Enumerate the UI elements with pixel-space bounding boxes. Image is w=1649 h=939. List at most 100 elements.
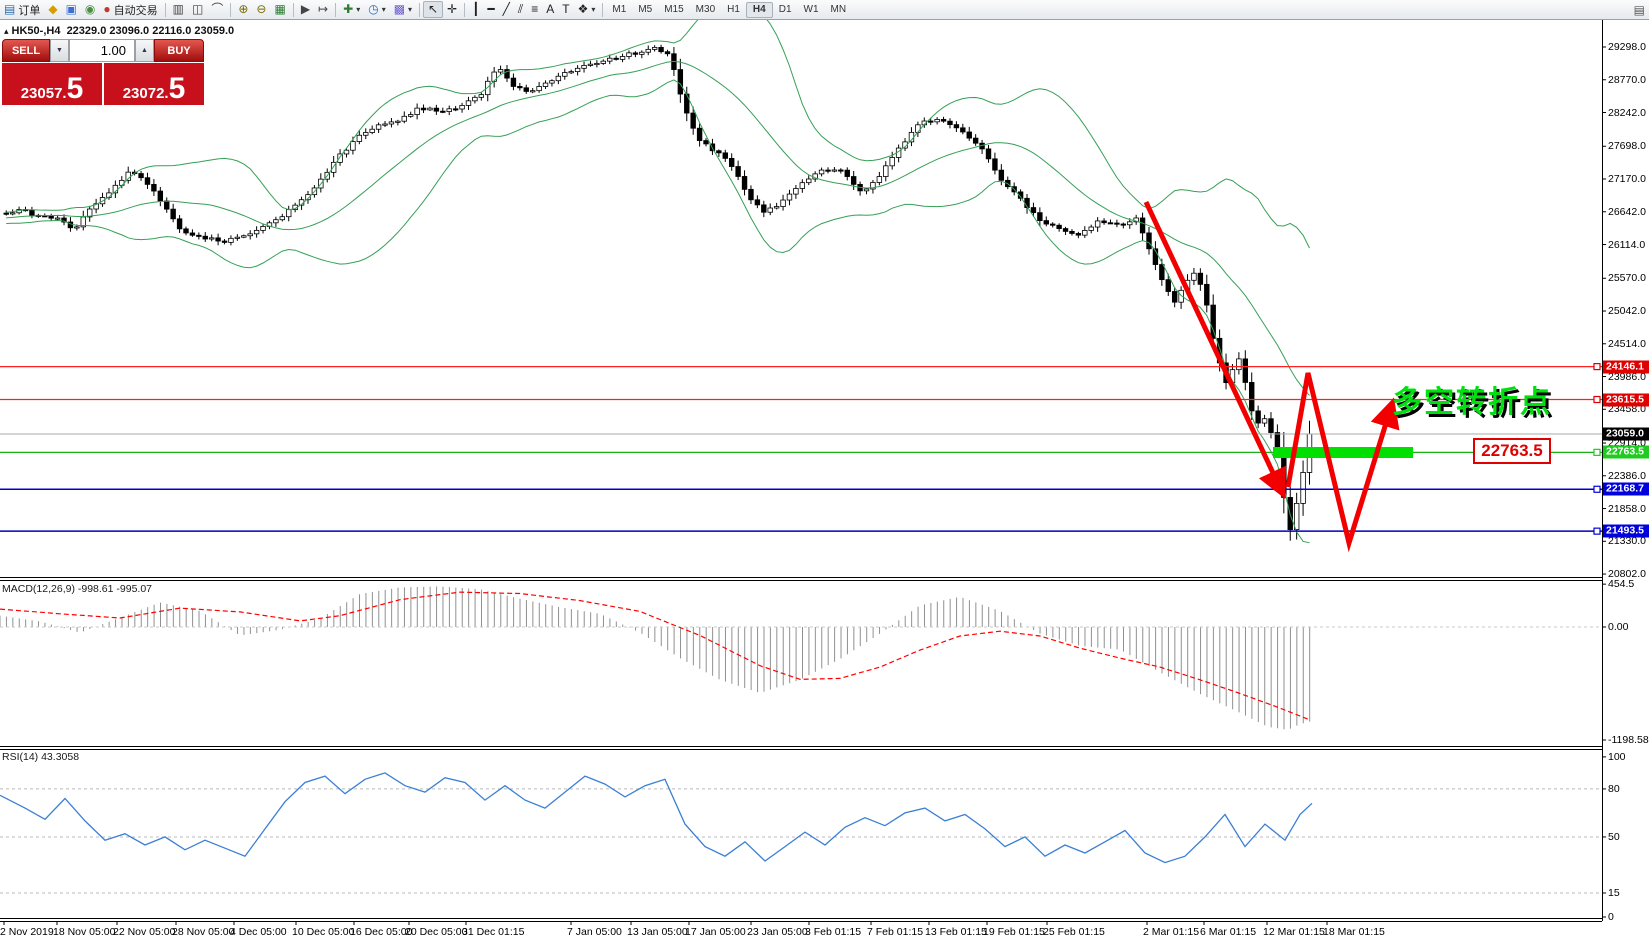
auto-scroll-icon: ▶: [300, 2, 311, 16]
timeframe-m15-button[interactable]: M15: [664, 4, 684, 15]
toolbar-separator: [164, 2, 166, 17]
horizontal-line-button[interactable]: ━: [483, 1, 498, 18]
zoom-in-icon: ⊕: [238, 2, 249, 16]
volume-decrease-button[interactable]: ▼: [50, 39, 69, 62]
shapes-icon: ❖: [577, 2, 589, 16]
timeframe-h1-button[interactable]: H1: [727, 4, 740, 15]
gold-symbol-icon[interactable]: ◆: [44, 1, 61, 18]
vertical-line-button[interactable]: ┃: [468, 1, 483, 18]
indicators-button[interactable]: ✚ ▾: [339, 1, 364, 18]
dropdown-caret-icon: ▾: [381, 5, 386, 14]
buy-price[interactable]: 23072. 5: [104, 63, 204, 105]
periods-icon: ◷: [368, 2, 379, 16]
new-order-button[interactable]: ▤ 订单: [0, 1, 44, 18]
macd-signal-line: [0, 591, 1311, 721]
buy-button[interactable]: BUY: [154, 39, 204, 62]
periods-button[interactable]: ◷ ▾: [364, 1, 390, 18]
tile-windows-button[interactable]: ▦: [270, 1, 289, 18]
text-icon: A: [546, 2, 555, 16]
zoom-out-button[interactable]: ⊖: [252, 1, 270, 18]
sell-price-big: 5: [66, 72, 84, 105]
zoom-out-icon: ⊖: [256, 2, 267, 16]
dropdown-caret-icon: ▾: [408, 5, 413, 14]
macd-histogram: [0, 586, 1311, 730]
new-order-button-label: 订单: [18, 4, 41, 17]
auto-scroll-button[interactable]: ▶: [297, 1, 314, 18]
candlestick-chart-button[interactable]: ◫: [188, 1, 207, 18]
volume-input[interactable]: 1.00: [69, 39, 135, 62]
cursor-button[interactable]: ↖: [423, 1, 444, 18]
toolbar-separator: [335, 2, 337, 17]
text-button[interactable]: A: [542, 1, 558, 18]
line-chart-button[interactable]: ⌒: [207, 1, 227, 18]
candlestick-chart-icon: ◫: [192, 2, 204, 16]
tile-windows-icon: ▦: [274, 2, 286, 16]
vertical-line-icon: ┃: [472, 2, 480, 16]
timeframe-d1-button[interactable]: D1: [778, 4, 792, 15]
dropdown-caret-icon: ▾: [591, 5, 596, 14]
line-chart-icon: ⌒: [211, 2, 224, 16]
trendline-button[interactable]: ╱: [499, 1, 514, 18]
channel-icon: ⫽: [517, 2, 524, 16]
timeframe-m1-button[interactable]: M1: [612, 4, 627, 15]
timeframe-m30-button[interactable]: M30: [695, 4, 716, 15]
bollinger-middle-band: [6, 60, 1310, 396]
toolbar-separator: [419, 2, 421, 17]
auto-trading-icon: ●: [103, 2, 111, 16]
bollinger-upper-band: [6, 3, 1310, 249]
auto-trading-button-label: 自动交易: [113, 4, 158, 17]
toolbar-separator: [602, 2, 604, 17]
support-zone-bar[interactable]: [1273, 447, 1413, 458]
auto-trading-button[interactable]: ● 自动交易: [99, 1, 161, 18]
crosshair-icon: ✛: [447, 2, 458, 16]
timeframe-h4-button[interactable]: H4: [745, 1, 773, 18]
fibonacci-icon: ≡: [531, 2, 539, 16]
terminal-icon[interactable]: ▣: [62, 1, 81, 18]
zoom-in-button[interactable]: ⊕: [234, 1, 252, 18]
buy-price-main: 23072.: [122, 85, 169, 102]
terminal-icon-icon: ▣: [65, 2, 77, 16]
shapes-button[interactable]: ❖ ▾: [574, 1, 600, 18]
sell-price-main: 23057.: [20, 85, 67, 102]
dropdown-caret-icon: ▾: [356, 5, 361, 14]
indicators-icon: ✚: [343, 2, 354, 16]
signal-icon[interactable]: ◉: [81, 1, 99, 18]
trendline-icon: ╱: [502, 2, 510, 16]
channel-button[interactable]: ⫽: [514, 1, 527, 18]
buy-price-big: 5: [168, 72, 186, 105]
timeframe-w1-button[interactable]: W1: [803, 4, 819, 15]
timeframe-m5-button[interactable]: M5: [638, 4, 653, 15]
main-toolbar: ▤ 订单 ◆ ▣ ◉ ● 自动交易 ▥ ◫ ⌒ ⊕ ⊖ ▦ ▶ ↦ ✚ ▾ ◷ ▾ ▩ ▾ ↖ ✛ ┃ ━ ╱ ⫽ ≡ A T ❖ ▾ M1 M5…: [0, 0, 1649, 20]
toolbar-separator: [464, 2, 466, 17]
line-endpoint-marker: [1593, 485, 1601, 493]
toolbar-separator: [230, 2, 232, 17]
bollinger-lower-band: [6, 79, 1310, 544]
label-icon: T: [562, 2, 570, 16]
new-order-icon: ▤: [4, 2, 16, 16]
line-endpoint-marker: [1593, 527, 1601, 535]
rsi-line: [0, 772, 1313, 864]
zigzag-arrow-annotation[interactable]: [1285, 372, 1400, 553]
crosshair-button[interactable]: ✛: [443, 1, 461, 18]
line-endpoint-marker: [1593, 395, 1601, 404]
down-arrow-annotation[interactable]: [1143, 200, 1287, 500]
bar-chart-button[interactable]: ▥: [169, 1, 188, 18]
gold-symbol-icon-icon: ◆: [48, 2, 58, 16]
templates-icon: ▩: [393, 2, 406, 16]
chart-shift-button[interactable]: ↦: [314, 1, 332, 18]
label-button[interactable]: T: [558, 1, 573, 18]
timeframe-mn-button[interactable]: MN: [830, 4, 847, 15]
line-endpoint-marker: [1593, 448, 1601, 456]
fibonacci-button[interactable]: ≡: [527, 1, 542, 18]
horizontal-line-icon: ━: [487, 2, 495, 16]
volume-increase-button[interactable]: ▲: [135, 39, 154, 62]
chart-shift-icon: ↦: [318, 2, 329, 16]
templates-button[interactable]: ▩ ▾: [390, 1, 416, 18]
signal-icon-icon: ◉: [84, 2, 96, 16]
bar-chart-icon: ▥: [172, 2, 184, 16]
toolbar-separator: [292, 2, 294, 17]
chart-window-icon[interactable]: ▤: [1633, 2, 1645, 17]
sell-price[interactable]: 23057. 5: [2, 63, 102, 105]
sell-button[interactable]: SELL: [2, 39, 50, 62]
